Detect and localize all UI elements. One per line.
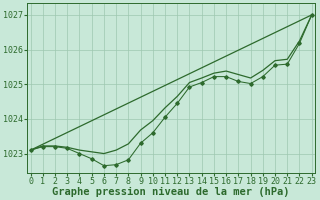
X-axis label: Graphe pression niveau de la mer (hPa): Graphe pression niveau de la mer (hPa) bbox=[52, 187, 290, 197]
